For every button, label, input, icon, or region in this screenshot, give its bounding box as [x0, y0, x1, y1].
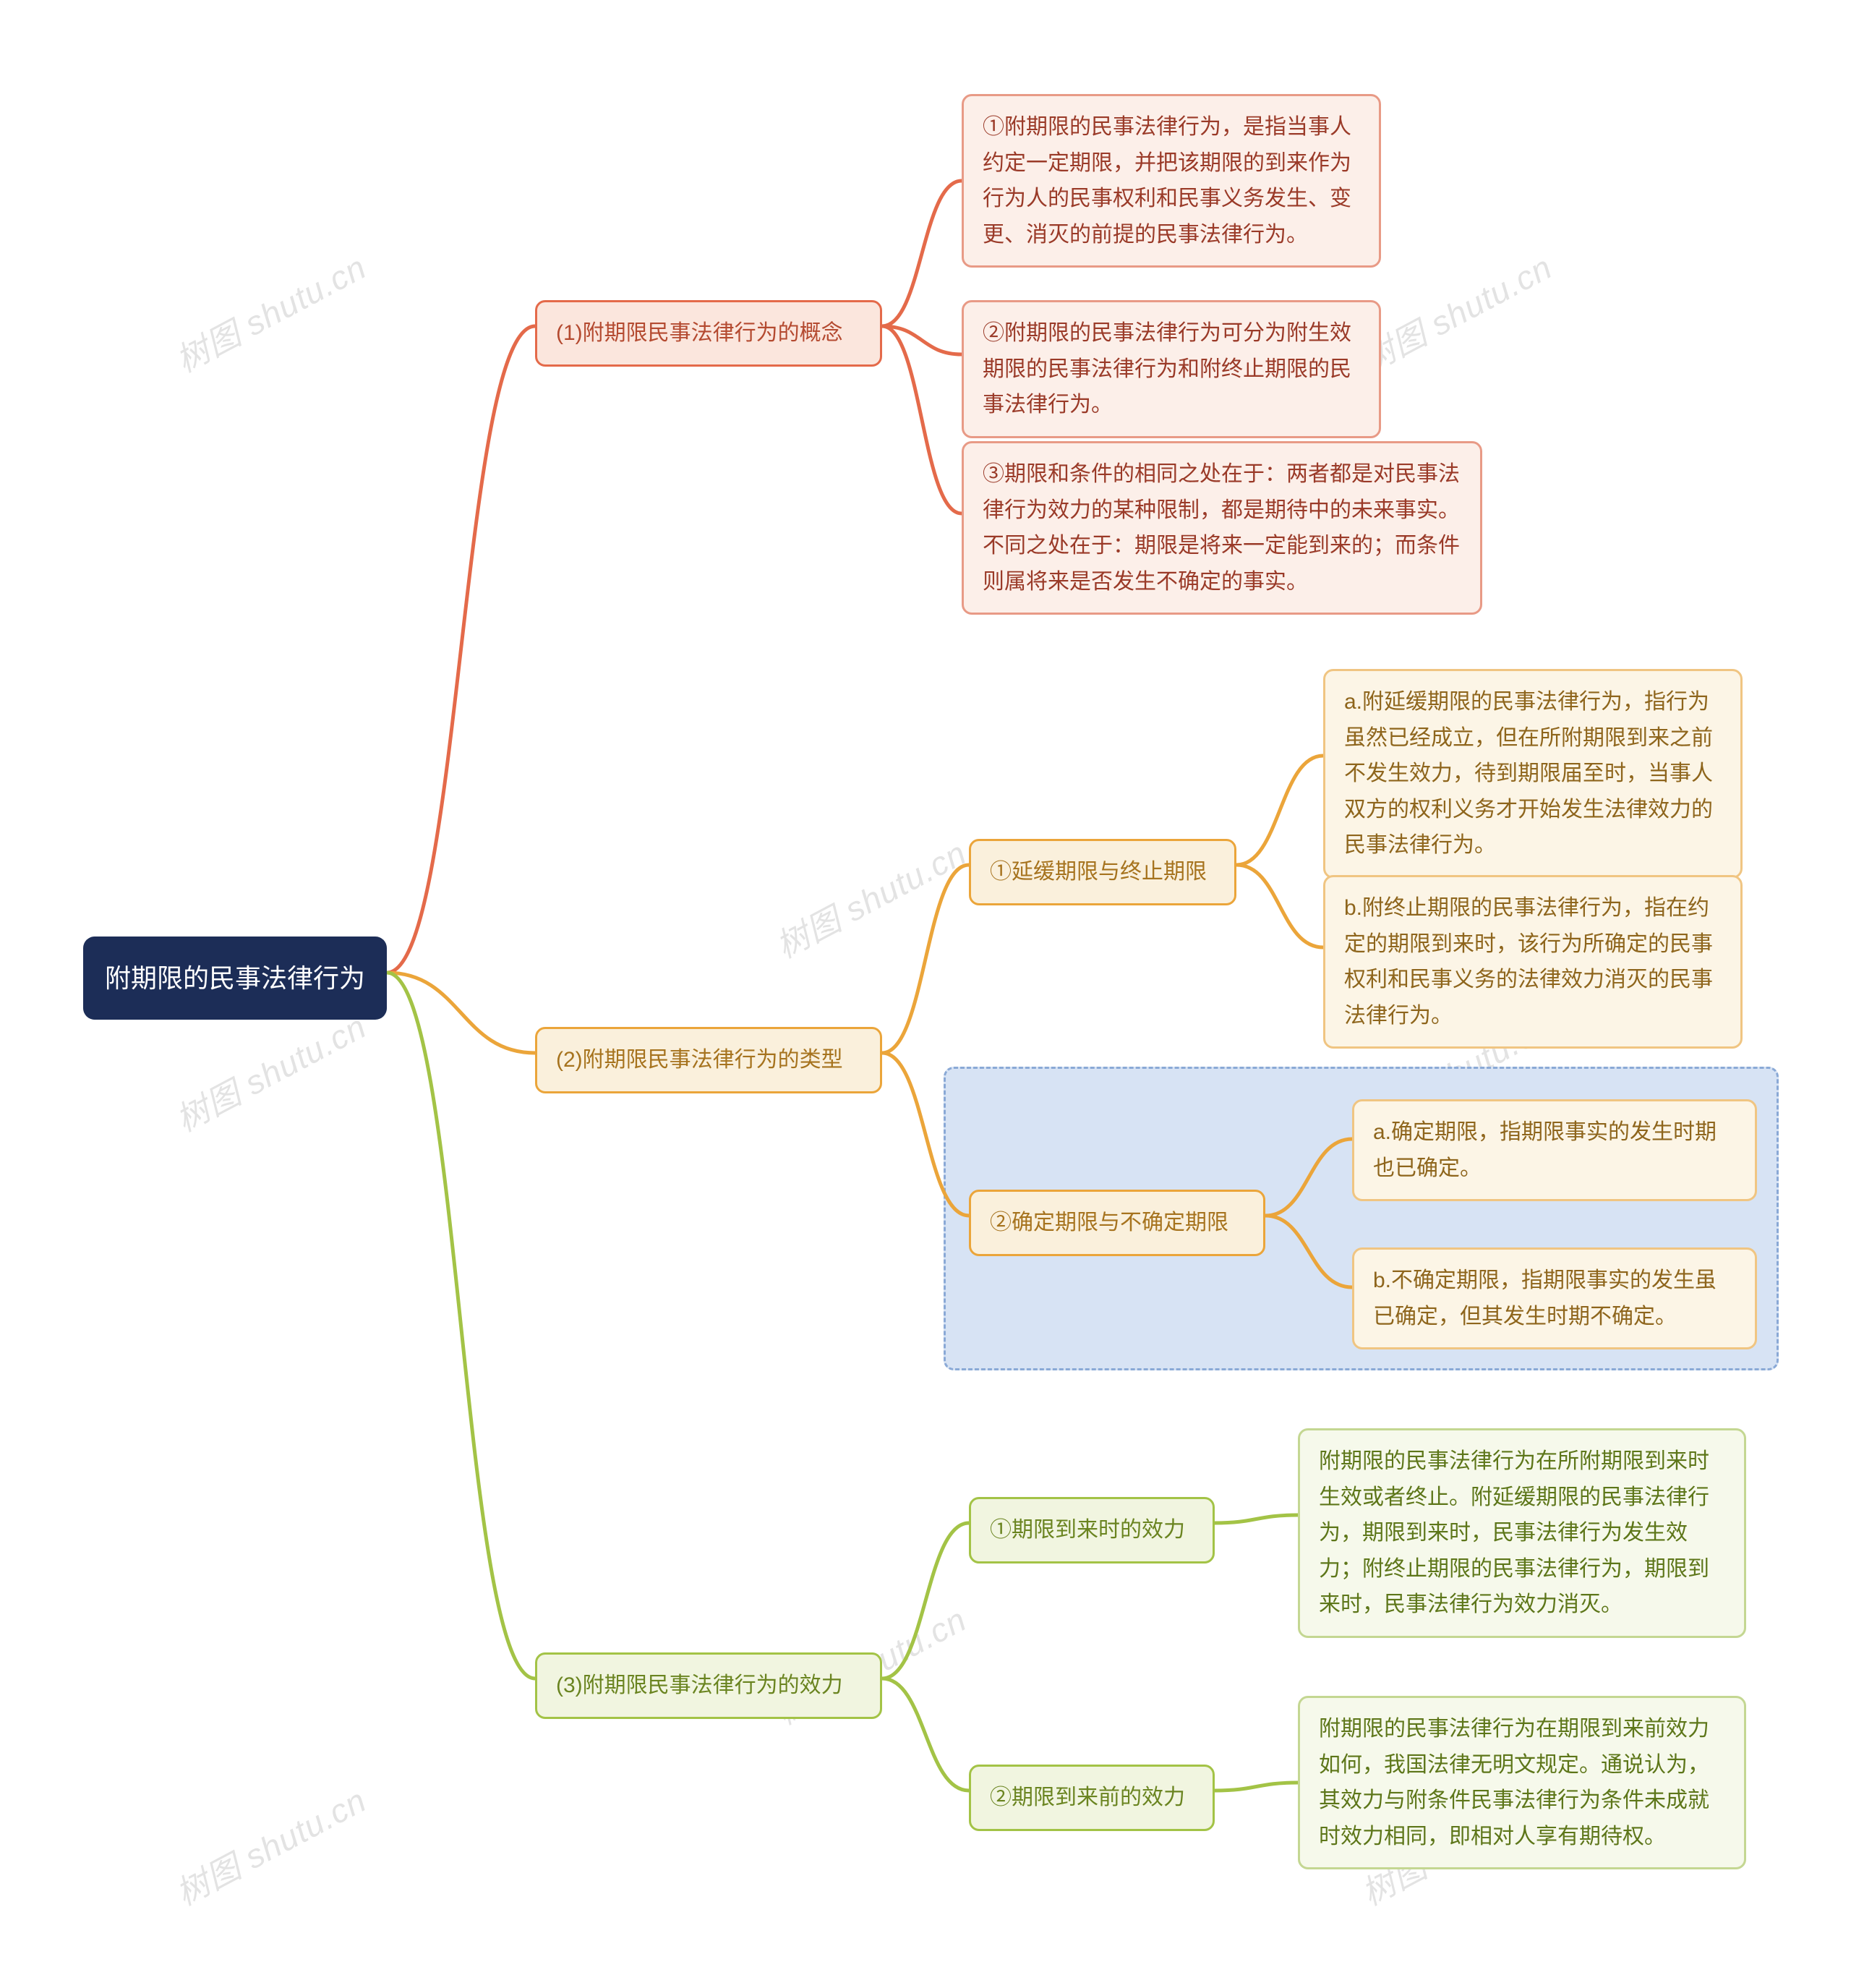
sub-branch[interactable]: ①期限到来时的效力	[969, 1497, 1215, 1563]
leaf-node[interactable]: 附期限的民事法律行为在期限到来前效力如何，我国法律无明文规定。通说认为，其效力与…	[1298, 1696, 1746, 1869]
edge	[387, 973, 535, 1053]
edge	[1215, 1783, 1298, 1791]
leaf-node[interactable]: 附期限的民事法律行为在所附期限到来时生效或者终止。附延缓期限的民事法律行为，期限…	[1298, 1428, 1746, 1638]
sub-branch[interactable]: ①延缓期限与终止期限	[969, 839, 1236, 905]
edge	[1236, 756, 1323, 865]
edge	[387, 326, 535, 973]
watermark: 树图 shutu.cn	[1352, 242, 1560, 382]
edge	[1215, 1515, 1298, 1523]
sub-branch[interactable]: ②期限到来前的效力	[969, 1765, 1215, 1831]
edge	[1236, 865, 1323, 947]
diagram-canvas: 树图 shutu.cn 树图 shutu.cn 树图 shutu.cn 树图 s…	[0, 0, 1851, 1988]
leaf-node[interactable]: a.确定期限，指期限事实的发生时期也已确定。	[1352, 1099, 1757, 1201]
watermark: 树图 shutu.cn	[766, 827, 974, 968]
leaf-node[interactable]: ②附期限的民事法律行为可分为附生效期限的民事法律行为和附终止期限的民事法律行为。	[962, 300, 1381, 438]
edge	[882, 326, 962, 354]
watermark: 树图 shutu.cn	[166, 242, 374, 382]
watermark: 树图 shutu.cn	[166, 1001, 374, 1141]
branch-concept[interactable]: (1)附期限民事法律行为的概念	[535, 300, 882, 367]
edge	[882, 181, 962, 326]
edge	[387, 973, 535, 1678]
leaf-node[interactable]: ①附期限的民事法律行为，是指当事人约定一定期限，并把该期限的到来作为行为人的民事…	[962, 94, 1381, 268]
branch-effect[interactable]: (3)附期限民事法律行为的效力	[535, 1652, 882, 1719]
root-node[interactable]: 附期限的民事法律行为	[83, 937, 387, 1020]
branch-types[interactable]: (2)附期限民事法律行为的类型	[535, 1027, 882, 1093]
edge	[882, 326, 962, 513]
leaf-node[interactable]: ③期限和条件的相同之处在于：两者都是对民事法律行为效力的某种限制，都是期待中的未…	[962, 441, 1482, 615]
edge	[882, 1678, 969, 1791]
leaf-node[interactable]: b.不确定期限，指期限事实的发生虽已确定，但其发生时期不确定。	[1352, 1247, 1757, 1349]
watermark: 树图 shutu.cn	[166, 1775, 374, 1915]
leaf-node[interactable]: a.附延缓期限的民事法律行为，指行为虽然已经成立，但在所附期限到来之前不发生效力…	[1323, 669, 1743, 879]
sub-branch[interactable]: ②确定期限与不确定期限	[969, 1190, 1265, 1256]
leaf-node[interactable]: b.附终止期限的民事法律行为，指在约定的期限到来时，该行为所确定的民事权利和民事…	[1323, 875, 1743, 1049]
